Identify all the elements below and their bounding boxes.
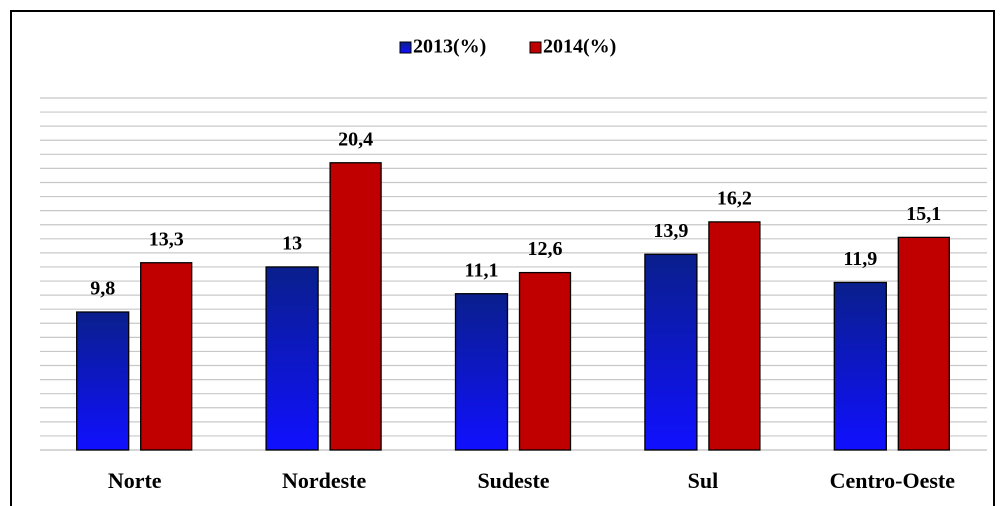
bar <box>76 311 130 451</box>
legend-label: 2013(%) <box>413 36 486 58</box>
data-label: 13,3 <box>149 228 184 250</box>
data-label: 20,4 <box>338 128 373 150</box>
x-tick-label: Sul <box>688 468 719 493</box>
bar <box>329 162 382 451</box>
bar <box>140 262 193 451</box>
data-label: 16,2 <box>717 187 752 209</box>
x-tick-label: Nordeste <box>282 468 367 493</box>
legend-label: 2014(%) <box>543 36 616 58</box>
data-label: 12,6 <box>528 238 563 260</box>
legend-swatch <box>529 41 542 54</box>
data-label: 13 <box>282 233 302 255</box>
data-label: 13,9 <box>653 220 688 242</box>
bar <box>833 281 887 451</box>
data-label: 9,8 <box>90 278 115 300</box>
bar <box>708 221 761 451</box>
bar <box>454 293 509 451</box>
data-label: 11,1 <box>465 259 499 281</box>
bar <box>265 266 319 451</box>
legend-swatch <box>399 41 412 54</box>
bar <box>644 253 698 451</box>
bar <box>897 236 950 451</box>
x-tick-label: Centro-Oeste <box>830 468 956 493</box>
data-label: 11,9 <box>843 248 877 270</box>
x-tick-label: Norte <box>108 468 162 493</box>
x-tick-label: Sudeste <box>477 468 549 493</box>
chart-border <box>10 10 995 506</box>
bar <box>518 271 572 451</box>
data-label: 15,1 <box>906 203 941 225</box>
